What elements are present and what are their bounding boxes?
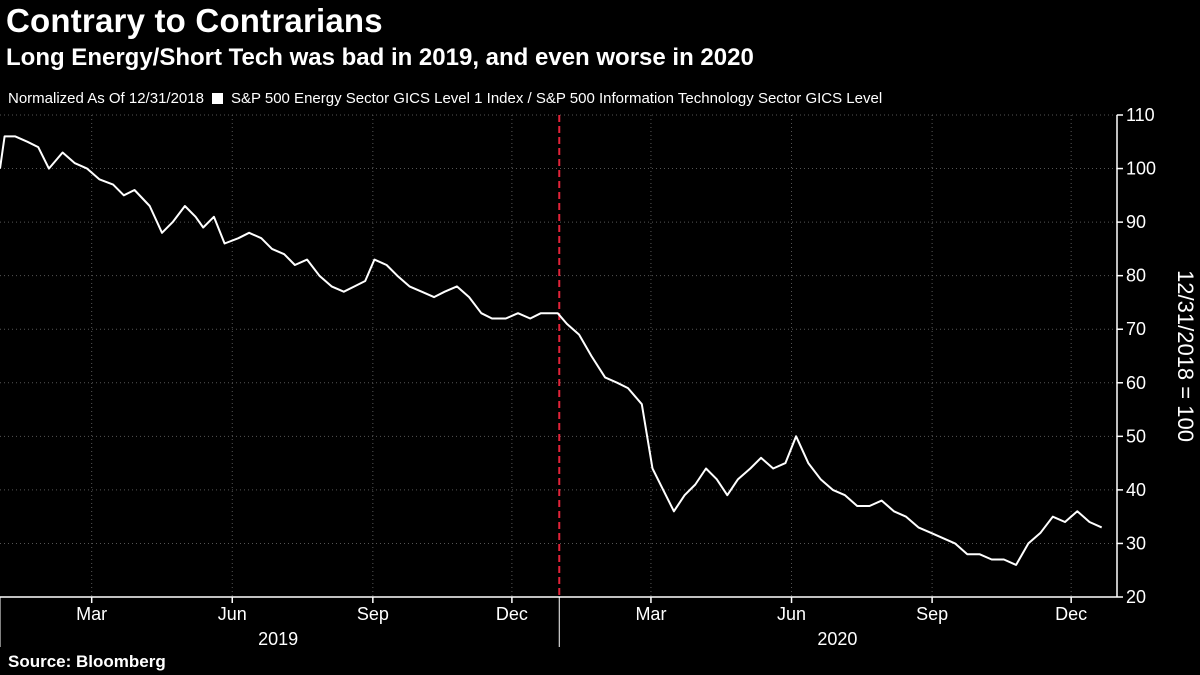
x-tick-label: Dec: [1055, 604, 1087, 624]
x-tick-label: Dec: [496, 604, 528, 624]
chart-title: Contrary to Contrarians: [6, 2, 383, 39]
axes: [0, 115, 1118, 598]
year-label: 2019: [258, 629, 298, 649]
chart-subtitle: Long Energy/Short Tech was bad in 2019, …: [6, 44, 754, 71]
y-tick-label: 50: [1126, 426, 1146, 446]
x-tick-label: Sep: [357, 604, 389, 624]
y-axis-ticks: 20 30 40 50 60 70 80 90 100 110: [1117, 105, 1156, 607]
legend-swatch: [211, 93, 223, 104]
y-tick-label: 110: [1126, 105, 1155, 125]
normalized-note: Normalized As Of 12/31/2018: [8, 90, 204, 107]
grid: [0, 114, 1117, 597]
y-tick-label: 30: [1126, 533, 1146, 553]
y-tick-label: 60: [1126, 373, 1146, 393]
legend: Normalized As Of 12/31/2018 S&P 500 Ener…: [8, 90, 882, 107]
legend-series-label: S&P 500 Energy Sector GICS Level 1 Index…: [230, 90, 883, 107]
y-tick-label: 20: [1126, 587, 1146, 607]
x-tick-label: Mar: [635, 604, 666, 624]
x-tick-label: Mar: [76, 604, 107, 624]
y-tick-label: 80: [1126, 266, 1146, 286]
x-tick-label: Jun: [777, 604, 806, 624]
x-axis-ticks: Mar Jun Sep Dec Mar Jun Sep Dec: [76, 597, 1087, 624]
x-tick-label: Jun: [218, 604, 247, 624]
y-tick-label: 100: [1126, 159, 1156, 179]
x-tick-label: Sep: [916, 604, 948, 624]
y-tick-label: 90: [1126, 212, 1146, 232]
source-note: Source: Bloomberg: [8, 652, 166, 671]
year-labels: 2019 2020: [0, 597, 857, 649]
series-line: [0, 135, 1103, 566]
y-tick-label: 70: [1126, 319, 1146, 339]
year-label: 2020: [817, 629, 857, 649]
y-axis-label: 12/31/2018 = 100: [1173, 270, 1198, 442]
y-tick-label: 40: [1126, 480, 1146, 500]
